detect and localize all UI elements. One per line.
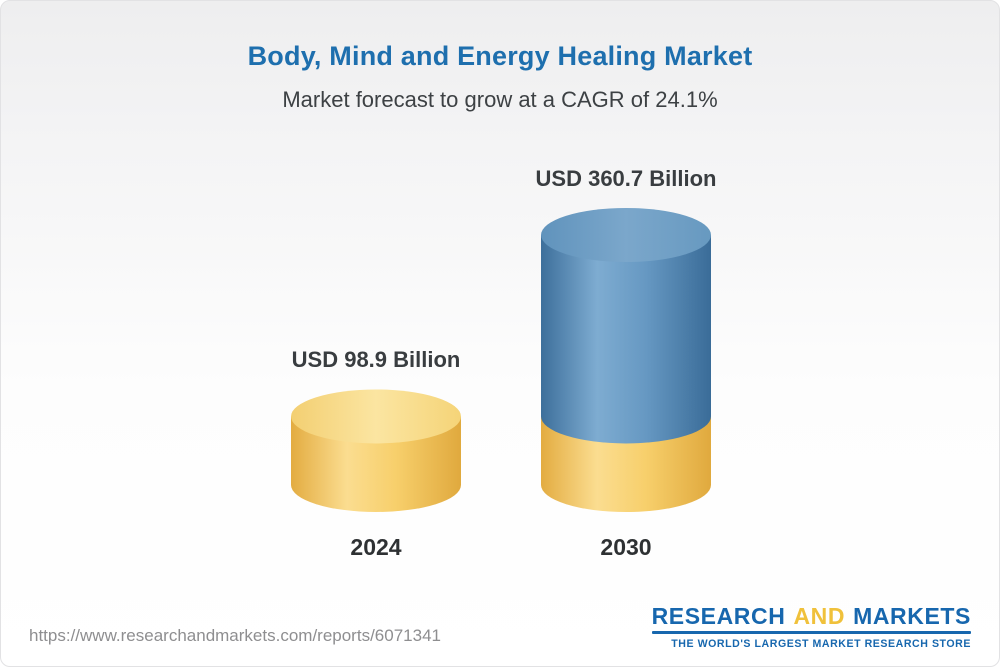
report-url: https://www.researchandmarkets.com/repor… [29, 626, 441, 645]
logo-word-and: AND [793, 602, 846, 629]
research-and-markets-logo: RESEARCH AND MARKETS THE WORLD'S LARGEST… [651, 604, 971, 650]
category-label: 2024 [350, 534, 402, 560]
logo-divider [651, 631, 971, 634]
chart-subtitle: Market forecast to grow at a CAGR of 24.… [282, 87, 718, 112]
logo-tagline: THE WORLD'S LARGEST MARKET RESEARCH STOR… [671, 638, 971, 650]
category-label: 2030 [600, 534, 652, 560]
logo-wordmark: RESEARCH AND MARKETS [652, 604, 971, 628]
logo-word-research: RESEARCH [651, 602, 786, 629]
chart-title: Body, Mind and Energy Healing Market [247, 41, 753, 71]
value-label: USD 360.7 Billion [535, 166, 717, 191]
logo-word-markets: MARKETS [853, 602, 971, 629]
value-label: USD 98.9 Billion [291, 347, 461, 373]
